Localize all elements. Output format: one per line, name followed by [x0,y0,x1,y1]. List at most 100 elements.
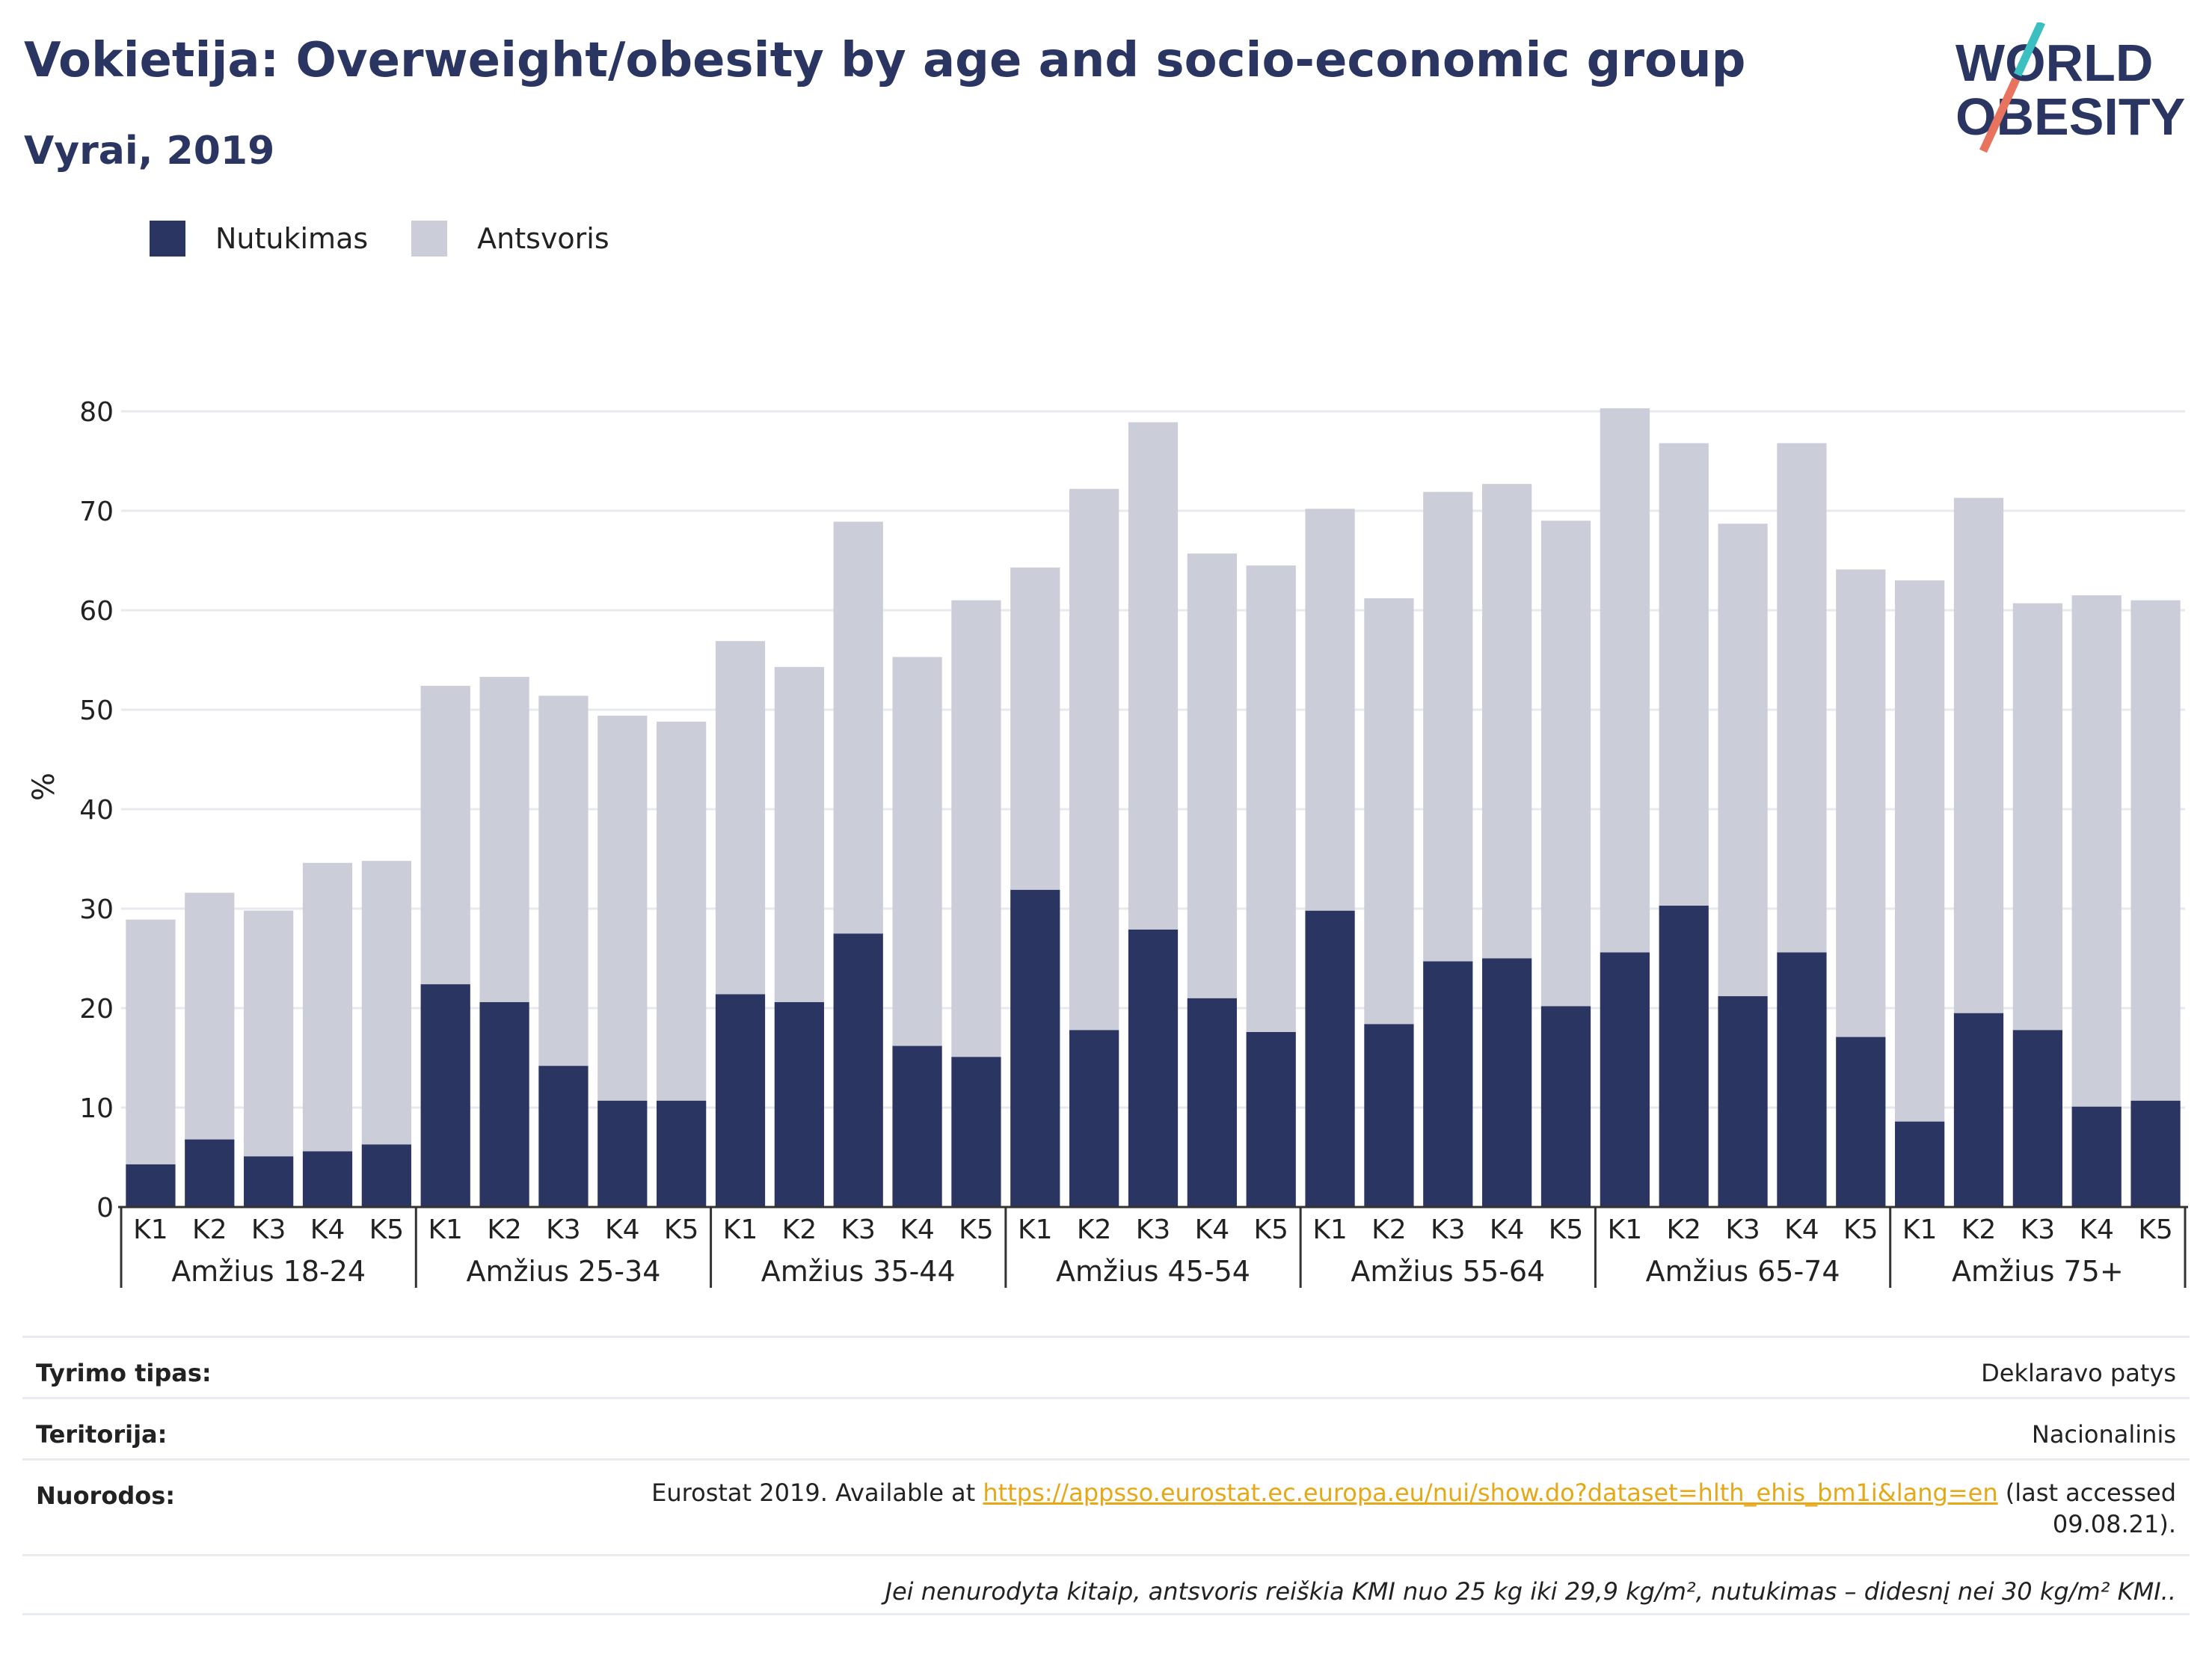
bar-overweight [302,862,353,1152]
y-tick-label: 60 [79,596,114,627]
x-tick-label: K2 [1371,1215,1407,1245]
y-tick-label: 0 [96,1193,114,1223]
bar-overweight [1187,553,1237,998]
bar-obesity [892,1045,942,1207]
bar-overweight [126,919,176,1164]
x-tick-label: K2 [1077,1215,1112,1245]
bar-obesity [715,994,766,1207]
group-label: Amžius 55-64 [1351,1255,1545,1288]
x-tick-label: K2 [487,1215,522,1245]
territory-label: Teritorija: [36,1420,168,1449]
legend-item-overweight: Antsvoris [411,221,609,257]
x-tick-label: K1 [133,1215,168,1245]
bar-obesity [597,1100,648,1207]
x-tick-label: K1 [1608,1215,1643,1245]
x-tick-label: K4 [900,1215,935,1245]
meta-row-note: Jei nenurodyta kitaip, antsvoris reiškia… [22,1554,2190,1615]
bar-obesity [833,933,883,1207]
bar-obesity [657,1100,707,1207]
bar-overweight [538,696,589,1066]
bar-obesity [244,1156,294,1207]
group-label: Amžius 18-24 [171,1255,366,1288]
bar-obesity [1423,961,1473,1207]
logo-slash-teal [2013,22,2046,77]
x-tick-label: K4 [605,1215,640,1245]
x-tick-label: K4 [1784,1215,1819,1245]
x-tick-label: K3 [2021,1215,2056,1245]
x-tick-label: K1 [1312,1215,1348,1245]
logo-line1: WORLD [1956,34,2153,92]
x-tick-label: K1 [723,1215,758,1245]
x-tick-label: K5 [369,1215,405,1245]
bar-obesity [361,1144,411,1207]
y-axis-label: % [27,773,61,801]
bar-obesity [479,1002,529,1207]
bar-obesity [1482,958,1532,1207]
territory-value: Nacionalinis [2031,1420,2176,1449]
x-tick-label: K2 [1961,1215,1997,1245]
y-tick-label: 10 [79,1093,114,1124]
x-tick-label: K2 [782,1215,817,1245]
x-tick-label: K3 [1431,1215,1466,1245]
survey-type-value: Deklaravo patys [1981,1359,2176,1387]
x-tick-label: K5 [1549,1215,1584,1245]
bar-overweight [951,600,1001,1057]
y-tick-label: 50 [79,696,114,726]
bar-overweight [774,666,824,1003]
bar-overweight [1246,565,1296,1032]
eurostat-link[interactable]: https://appsso.eurostat.ec.europa.eu/nui… [983,1479,1998,1507]
x-tick-label: K4 [1490,1215,1525,1245]
y-tick-label: 20 [79,994,114,1025]
x-tick-label: K5 [1843,1215,1878,1245]
bar-overweight [1364,598,1414,1025]
bar-obesity [185,1139,235,1207]
bar-overweight [892,657,942,1046]
bar-overweight [1423,491,1473,962]
x-tick-label: K3 [251,1215,286,1245]
x-tick-label: K4 [310,1215,345,1245]
bar-overweight [1953,497,2004,1013]
bar-obesity [2071,1106,2122,1207]
bar-overweight [1895,580,1945,1122]
bar-obesity [1777,952,1827,1207]
bar-obesity [1364,1024,1414,1207]
y-tick-label: 70 [79,497,114,527]
bar-overweight [1069,488,1119,1031]
bar-overweight [2012,603,2062,1031]
x-tick-label: K5 [2138,1215,2173,1245]
x-tick-label: K3 [1725,1215,1760,1245]
bar-obesity [1305,910,1355,1207]
group-label: Amžius 35-44 [761,1255,956,1288]
bar-obesity [1246,1031,1296,1207]
bar-overweight [479,677,529,1003]
bar-obesity [1718,996,1768,1207]
bar-obesity [951,1057,1001,1207]
bar-overweight [1600,408,1650,953]
bar-overweight [2071,595,2122,1107]
bar-overweight [1010,567,1060,890]
bar-overweight [1540,521,1591,1007]
bar-overweight [657,721,707,1101]
group-label: Amžius 25-34 [466,1255,660,1288]
survey-type-label: Tyrimo tipas: [36,1359,212,1387]
bar-obesity [420,984,470,1207]
x-tick-label: K5 [664,1215,699,1245]
bar-obesity [126,1164,176,1207]
x-tick-label: K3 [841,1215,876,1245]
bar-overweight [2130,600,2181,1101]
bar-obesity [2130,1100,2181,1207]
bar-overweight [244,910,294,1157]
chart-subtitle: Vyrai, 2019 [24,129,275,174]
x-tick-label: K1 [1902,1215,1938,1245]
legend-item-obesity: Nutukimas [150,221,368,257]
metadata-table: Tyrimo tipas: Deklaravo patys Teritorija… [22,1336,2190,1615]
bar-obesity [1659,906,1709,1207]
bar-obesity [1600,952,1650,1207]
bar-obesity [1836,1037,1886,1207]
x-tick-label: K4 [1195,1215,1230,1245]
bar-overweight [1482,484,1532,959]
logo-slash-coral [1979,77,2020,153]
bar-obesity [1540,1006,1591,1207]
references-label: Nuorodos: [36,1481,176,1510]
bar-overweight [185,892,235,1140]
